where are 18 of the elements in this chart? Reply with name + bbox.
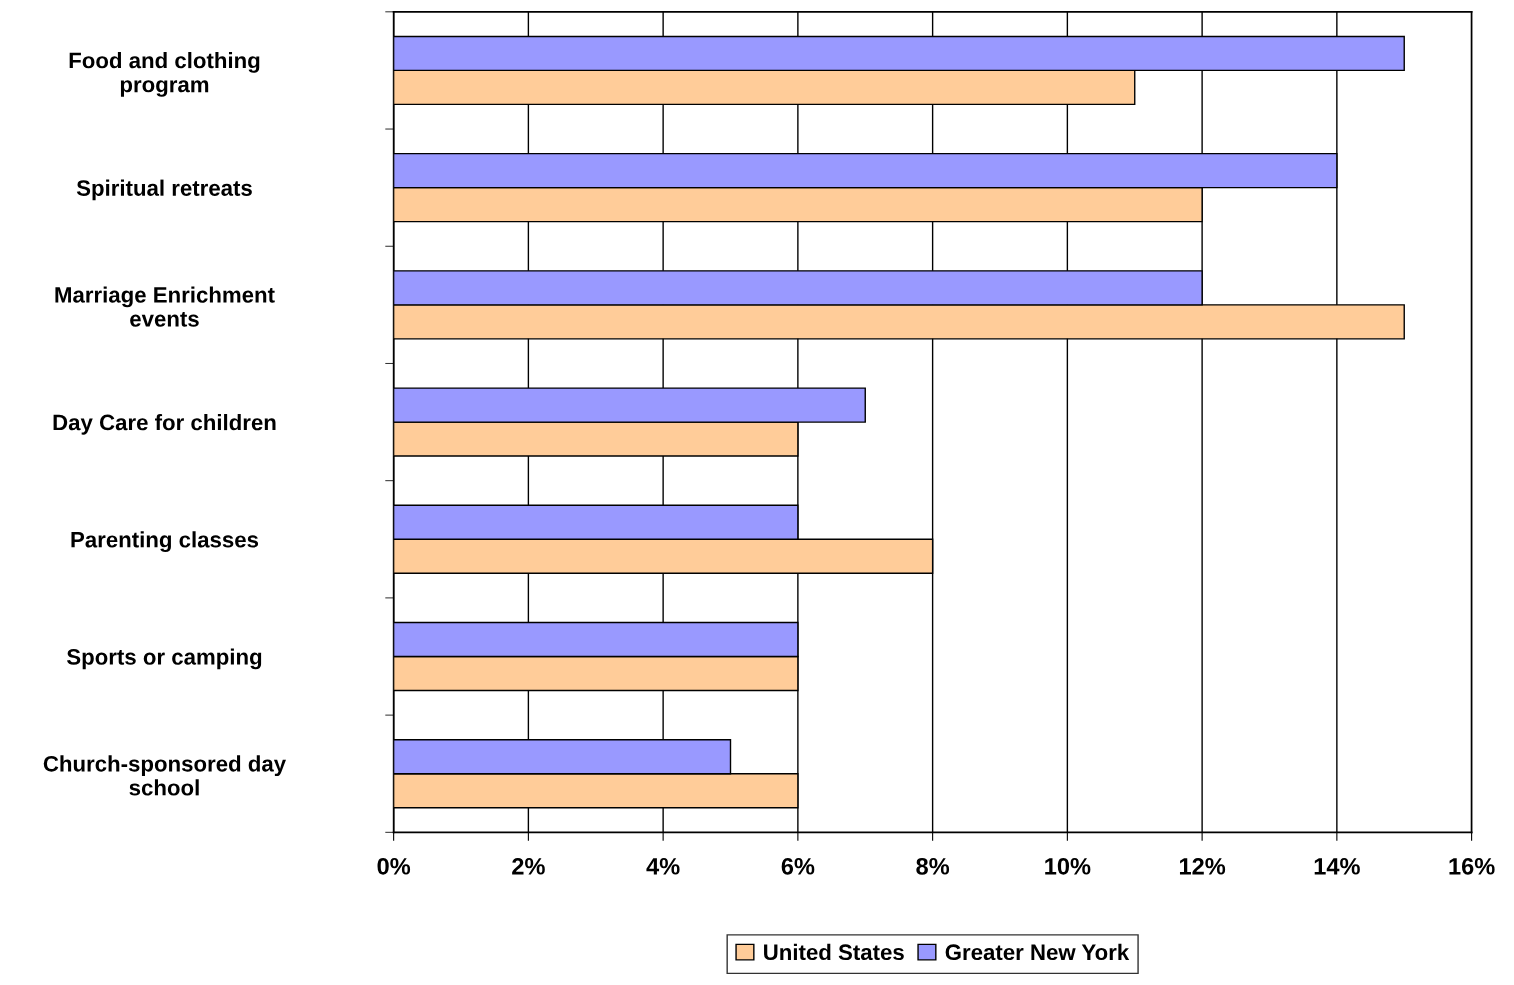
x-tick-label: 4% xyxy=(646,858,680,875)
y-tick-label: Parenting classes xyxy=(71,531,259,553)
y-tick-label: Church-sponsored day school xyxy=(43,755,286,796)
x-tick-label: 16% xyxy=(1449,857,1495,875)
x-tick-label: 8% xyxy=(916,857,950,875)
x-tick-label: 14% xyxy=(1314,858,1360,875)
x-tick-label: 0% xyxy=(377,857,411,875)
x-tick-label: 10% xyxy=(1045,857,1091,875)
x-tick-label: 6% xyxy=(781,857,815,875)
legend-label: United States xyxy=(764,943,904,961)
legend-label: Greater New York xyxy=(945,943,1130,961)
y-tick-label: Day Care for children xyxy=(53,414,276,435)
y-tick-label: Food and clothing program xyxy=(69,52,260,97)
y-tick-label: Spiritual retreats xyxy=(76,179,252,201)
x-tick-label: 2% xyxy=(512,857,545,875)
y-tick-label: Marriage Enrichment events xyxy=(55,286,275,327)
y-tick-label: Sports or camping xyxy=(66,648,262,670)
x-tick-label: 12% xyxy=(1179,857,1226,875)
